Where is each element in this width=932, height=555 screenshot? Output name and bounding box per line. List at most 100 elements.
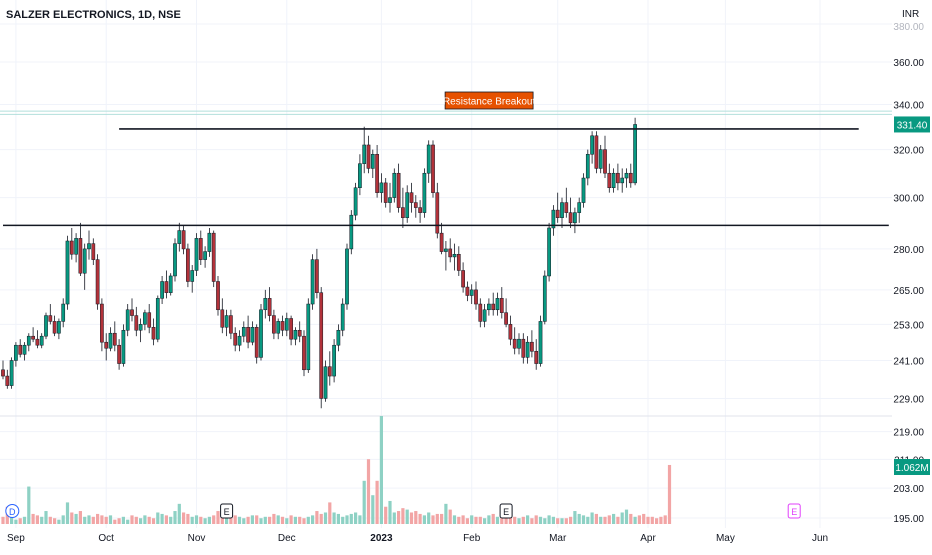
- candle-body: [276, 321, 281, 334]
- volume-bar: [556, 518, 560, 524]
- volume-bar: [392, 512, 396, 524]
- volume-bar: [448, 509, 452, 524]
- volume-bar: [70, 512, 74, 524]
- price-tick-label: 280.00: [893, 245, 924, 256]
- currency-label: INR: [902, 9, 920, 20]
- volume-bar: [483, 518, 487, 524]
- candle-body: [26, 335, 31, 346]
- volume-bar: [594, 513, 598, 524]
- candle-body: [534, 351, 539, 364]
- volume-bar: [147, 516, 151, 524]
- volume-bar: [289, 515, 293, 524]
- candle-body: [327, 366, 332, 377]
- candle-body: [405, 192, 410, 218]
- candle-body: [487, 303, 491, 311]
- candle-body: [521, 338, 526, 358]
- volume-bar: [590, 512, 594, 524]
- candle-body: [177, 230, 182, 244]
- volume-bar: [577, 513, 581, 524]
- volume-bar: [663, 515, 667, 524]
- candle-body: [332, 344, 336, 377]
- volume-bar: [61, 515, 65, 524]
- volume-bar: [255, 515, 259, 524]
- candle-body: [517, 338, 521, 349]
- volume-bar: [186, 513, 190, 524]
- volume-bar: [534, 515, 538, 524]
- candle-body: [388, 197, 392, 203]
- volume-bar: [405, 509, 409, 524]
- volume-tag: [894, 459, 930, 475]
- volume-bar: [620, 512, 624, 524]
- price-tick-label: 300.00: [893, 194, 924, 205]
- candle-body: [353, 187, 358, 216]
- volume-bar: [457, 516, 461, 524]
- candle-body: [263, 298, 268, 311]
- volume-bar: [216, 511, 220, 524]
- volume-bar: [414, 511, 418, 524]
- candle-body: [306, 303, 311, 371]
- candle-body: [31, 335, 35, 340]
- volume-bar: [280, 516, 285, 524]
- candle-body: [379, 182, 384, 193]
- volume-bar: [242, 518, 246, 524]
- last-price-label: 331.40: [897, 120, 928, 131]
- candle-body: [108, 332, 113, 349]
- candle-body: [452, 253, 457, 258]
- candle-body: [5, 375, 10, 386]
- time-tick-label: Feb: [463, 533, 481, 544]
- candle-body: [74, 238, 78, 255]
- volume-bar: [607, 515, 611, 524]
- candle-body: [396, 172, 401, 208]
- candle-body: [121, 329, 126, 364]
- candle-body: [628, 172, 633, 184]
- volume-bar: [440, 513, 444, 524]
- volume-bar: [624, 509, 629, 524]
- candle-body: [392, 172, 397, 198]
- volume-bar: [650, 516, 654, 524]
- candle-body: [52, 321, 57, 334]
- candle-body: [237, 335, 242, 346]
- candle-body: [401, 207, 405, 218]
- candle-body: [65, 240, 70, 305]
- candle-body: [160, 281, 164, 299]
- candle-body: [340, 303, 345, 331]
- volume-bar: [341, 516, 345, 524]
- volume-bar: [336, 513, 340, 524]
- volume-bar: [573, 511, 577, 524]
- candle-body: [573, 212, 577, 224]
- price-tick-label: 195.00: [893, 514, 924, 525]
- candle-body: [216, 281, 220, 311]
- volume-bar: [306, 516, 310, 524]
- candle-body: [95, 259, 100, 305]
- candle-body: [409, 192, 414, 203]
- volume-bar: [547, 515, 551, 524]
- volume-bar: [349, 513, 353, 524]
- volume-label: 1.062M: [895, 463, 928, 474]
- volume-bar: [190, 516, 194, 524]
- volume-bar: [199, 516, 203, 524]
- candle-body: [151, 327, 156, 340]
- volume-bar: [521, 516, 525, 524]
- volume-bar: [40, 516, 44, 524]
- volume-bar: [543, 518, 547, 524]
- volume-bar: [401, 508, 405, 524]
- volume-bar: [569, 516, 573, 524]
- candle-body: [104, 341, 109, 349]
- candle-body: [272, 315, 276, 334]
- event-marker-label: E: [791, 507, 797, 517]
- volume-bar: [526, 515, 530, 524]
- volume-bar: [143, 515, 147, 524]
- volume-bar: [642, 513, 646, 524]
- volume-bar: [319, 513, 323, 524]
- candle-body: [508, 324, 513, 340]
- volume-bar: [311, 515, 315, 524]
- volume-bar: [637, 515, 641, 524]
- candle-body: [577, 202, 582, 213]
- volume-bar: [323, 512, 328, 524]
- candle-body: [57, 321, 61, 334]
- volume-bar: [384, 506, 388, 524]
- volume-bar: [379, 416, 383, 524]
- symbol-title: SALZER ELECTRONICS, 1D, NSE: [6, 9, 181, 21]
- volume-bar: [250, 515, 254, 524]
